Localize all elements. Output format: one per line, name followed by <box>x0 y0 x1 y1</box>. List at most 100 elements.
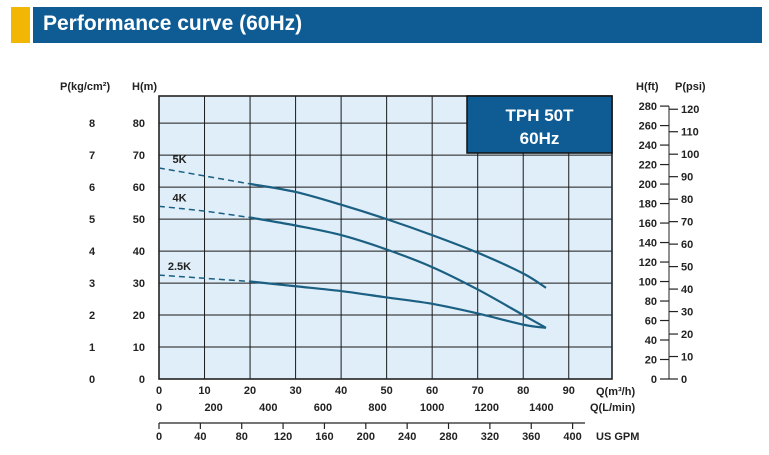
tick-label-pressure-kg: 5 <box>89 214 95 226</box>
tick-label-flow-lmin: 400 <box>259 402 277 414</box>
axis-label-pressure-psi: P(psi) <box>675 81 706 93</box>
tick-label-pressure-kg: 8 <box>89 118 95 130</box>
tick-label-flow-m3h: 30 <box>289 385 301 397</box>
curve-4K <box>249 216 547 329</box>
tick-label-head-m: 20 <box>133 310 145 322</box>
curve-5K <box>249 182 547 289</box>
tick-label-head-ft: 120 <box>639 257 657 269</box>
tick-label-head-m: 80 <box>133 118 145 130</box>
curve-label-5K: 5K <box>172 154 186 166</box>
section-header: Performance curve (60Hz) <box>0 7 762 43</box>
tick-label-flow-gpm: 120 <box>274 431 292 443</box>
curves: 5K 4K 2.5K <box>158 154 547 329</box>
tick-label-head-ft: 60 <box>645 316 657 328</box>
tick-label-pressure-kg: 6 <box>89 182 95 194</box>
curve-2.5K <box>249 280 547 329</box>
axis-label-flow-lmin: Q(L/min) <box>590 402 636 414</box>
header-bar <box>33 7 762 43</box>
tick-label-pressure-psi: 90 <box>681 172 693 184</box>
tick-label-head-ft: 160 <box>639 218 657 230</box>
tick-label-pressure-psi: 50 <box>681 262 693 274</box>
tick-label-head-ft: 80 <box>645 296 657 308</box>
tick-label-head-m: 60 <box>133 182 145 194</box>
tick-label-flow-m3h: 80 <box>517 385 529 397</box>
tick-label-pressure-kg: 4 <box>89 246 96 258</box>
tick-label-pressure-kg: 2 <box>89 310 95 322</box>
model-frequency: 60Hz <box>520 129 560 148</box>
tick-label-head-ft: 280 <box>639 101 657 113</box>
tick-label-pressure-psi: 100 <box>681 149 699 161</box>
tick-label-head-ft: 20 <box>645 355 657 367</box>
header-accent <box>11 7 30 43</box>
tick-label-flow-lmin: 1200 <box>475 402 499 414</box>
axis-label-flow-m3h: Q(m³/h) <box>596 386 635 398</box>
tick-label-flow-m3h: 50 <box>381 385 393 397</box>
axis-label-head-m: H(m) <box>132 81 157 93</box>
tick-label-flow-lmin: 1400 <box>529 402 553 414</box>
tick-label-flow-gpm: 0 <box>156 431 162 443</box>
tick-label-flow-gpm: 40 <box>194 431 206 443</box>
curve-label-2.5K: 2.5K <box>168 261 191 273</box>
tick-label-head-m: 30 <box>133 278 145 290</box>
tick-label-head-ft: 0 <box>651 374 657 386</box>
tick-label-flow-lmin: 800 <box>368 402 386 414</box>
tick-label-flow-gpm: 320 <box>481 431 499 443</box>
curve-dashed-4K <box>158 205 251 219</box>
tick-label-head-ft: 220 <box>639 160 657 172</box>
tick-label-head-m: 40 <box>133 246 145 258</box>
curve-label-4K: 4K <box>172 192 186 204</box>
tick-label-flow-lmin: 1000 <box>420 402 444 414</box>
tick-label-pressure-psi: 40 <box>681 284 693 296</box>
tick-label-flow-m3h: 70 <box>472 385 484 397</box>
tick-label-flow-gpm: 160 <box>315 431 333 443</box>
tick-label-head-ft: 180 <box>639 199 657 211</box>
tick-label-pressure-kg: 7 <box>89 150 95 162</box>
tick-label-head-m: 10 <box>133 342 145 354</box>
axes: 0 10 20 30 40 50 60 70 80 H(m) 0 1 2 3 4 5 6 7 8 P(kg/cm²) 0… <box>60 81 706 443</box>
tick-label-flow-m3h: 90 <box>563 385 575 397</box>
tick-label-flow-gpm: 200 <box>357 431 375 443</box>
tick-label-pressure-psi: 70 <box>681 217 693 229</box>
axis-label-pressure-kg: P(kg/cm²) <box>60 81 110 93</box>
tick-label-pressure-psi: 120 <box>681 104 699 116</box>
model-box: TPH 50T 60Hz <box>466 95 613 154</box>
tick-label-flow-m3h: 60 <box>426 385 438 397</box>
tick-label-head-m: 70 <box>133 150 145 162</box>
tick-label-pressure-psi: 10 <box>681 352 693 364</box>
tick-label-flow-lmin: 0 <box>156 402 162 414</box>
curve-dashed-2.5K <box>158 274 251 283</box>
axis-label-head-ft: H(ft) <box>636 81 659 93</box>
tick-label-head-ft: 200 <box>639 179 657 191</box>
tick-label-flow-lmin: 600 <box>314 402 332 414</box>
model-name: TPH 50T <box>505 106 574 125</box>
page-title: Performance curve (60Hz) <box>43 12 303 35</box>
tick-label-pressure-psi: 110 <box>681 127 699 139</box>
tick-label-head-ft: 260 <box>639 121 657 133</box>
tick-label-flow-gpm: 280 <box>439 431 457 443</box>
tick-label-flow-m3h: 0 <box>156 385 162 397</box>
axis-label-flow-gpm: US GPM <box>596 431 639 443</box>
tick-label-flow-gpm: 400 <box>563 431 581 443</box>
tick-label-flow-lmin: 200 <box>204 402 222 414</box>
tick-label-pressure-kg: 0 <box>89 374 95 386</box>
tick-label-flow-gpm: 240 <box>398 431 416 443</box>
tick-label-pressure-kg: 3 <box>89 278 95 290</box>
tick-label-flow-m3h: 40 <box>335 385 347 397</box>
tick-label-pressure-psi: 80 <box>681 194 693 206</box>
tick-label-head-ft: 40 <box>645 335 657 347</box>
tick-label-pressure-psi: 60 <box>681 239 693 251</box>
plot-frame <box>158 95 613 380</box>
tick-label-pressure-kg: 1 <box>89 342 95 354</box>
tick-label-flow-gpm: 360 <box>522 431 540 443</box>
tick-label-pressure-psi: 20 <box>681 329 693 341</box>
tick-label-flow-gpm: 80 <box>236 431 248 443</box>
tick-label-head-ft: 240 <box>639 140 657 152</box>
tick-label-head-ft: 100 <box>639 277 657 289</box>
tick-label-pressure-psi: 0 <box>681 374 687 386</box>
tick-label-pressure-psi: 30 <box>681 307 693 319</box>
tick-label-head-m: 50 <box>133 214 145 226</box>
curve-dashed-5K <box>158 167 251 185</box>
tick-label-flow-m3h: 20 <box>244 385 256 397</box>
tick-label-flow-m3h: 10 <box>198 385 210 397</box>
